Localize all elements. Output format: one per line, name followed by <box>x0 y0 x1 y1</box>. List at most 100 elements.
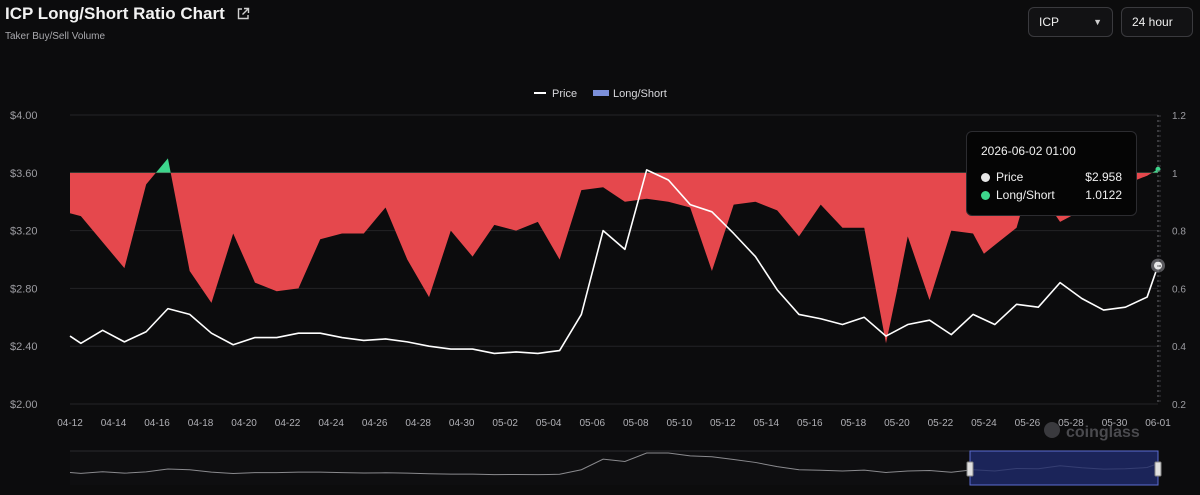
ratio-point <box>319 238 321 240</box>
ratio-point <box>363 233 365 235</box>
ratio-point <box>211 302 213 304</box>
price-point <box>972 314 974 316</box>
ratio-point <box>896 290 898 292</box>
price-point <box>232 344 234 346</box>
chart-legend: Price Long/Short <box>534 88 667 100</box>
ratio-point <box>515 230 517 232</box>
x-tick-label: 06-01 <box>1145 418 1171 429</box>
x-tick-label: 05-20 <box>884 418 910 429</box>
price-point <box>602 230 604 232</box>
x-tick-label: 05-22 <box>928 418 954 429</box>
navigator-handle-right[interactable] <box>1154 461 1162 477</box>
tooltip-price-label: Price <box>996 170 1024 184</box>
period-select-value: 24 hour <box>1132 15 1173 29</box>
price-point <box>885 335 887 337</box>
price-line <box>69 169 1159 355</box>
page-title: ICP Long/Short Ratio Chart <box>5 4 225 23</box>
chart-tooltip: 2026-06-02 01:00 Price $2.958 Long/Short… <box>966 131 1137 216</box>
price-point <box>1016 303 1018 305</box>
price-point <box>537 353 539 355</box>
x-tick-label: 04-18 <box>188 418 214 429</box>
price-point <box>1125 306 1127 308</box>
range-navigator <box>69 450 1162 486</box>
ratio-point <box>450 230 452 232</box>
price-point <box>406 341 408 343</box>
ratio-point <box>80 215 82 217</box>
x-tick-label: 05-04 <box>536 418 562 429</box>
ratio-point <box>940 264 942 266</box>
ratio-point <box>755 201 757 203</box>
price-point <box>581 314 583 316</box>
price-point <box>1146 296 1148 298</box>
price-point <box>211 332 213 334</box>
y-right-tick-label: 0.6 <box>1172 284 1186 295</box>
price-point <box>1059 282 1061 284</box>
period-select[interactable]: 24 hour <box>1121 7 1193 37</box>
ratio-point <box>994 244 996 246</box>
price-point <box>450 348 452 350</box>
price-point <box>668 179 670 181</box>
y-right-tick-label: 1 <box>1172 169 1178 180</box>
coin-select[interactable]: ICP ▼ <box>1028 7 1113 37</box>
ratio-point <box>863 227 865 229</box>
ratio-point <box>406 259 408 261</box>
x-tick-label: 04-30 <box>449 418 475 429</box>
price-point <box>363 340 365 342</box>
ratio-dot-icon <box>981 190 990 200</box>
ratio-point <box>581 189 583 191</box>
ratio-point <box>254 282 256 284</box>
legend-price-label: Price <box>552 88 577 100</box>
price-point <box>842 324 844 326</box>
long-short-legend-swatch <box>593 90 609 96</box>
ratio-point <box>842 227 844 229</box>
ratio-point <box>559 259 561 261</box>
ratio-point <box>145 184 147 186</box>
price-point <box>124 341 126 343</box>
price-point <box>1038 306 1040 308</box>
ratio-point <box>668 201 670 203</box>
price-point <box>994 324 996 326</box>
price-dot-icon <box>981 172 990 182</box>
y-right-tick-label: 1.2 <box>1172 111 1186 122</box>
price-point <box>711 211 713 213</box>
price-point <box>385 338 387 340</box>
price-point <box>341 337 343 339</box>
x-tick-label: 05-16 <box>797 418 823 429</box>
price-point <box>950 334 952 336</box>
x-tick-label: 04-14 <box>101 418 127 429</box>
chart-header: ICP Long/Short Ratio Chart Taker Buy/Sel… <box>5 4 251 42</box>
external-link-icon[interactable] <box>235 6 251 22</box>
price-point <box>929 319 931 321</box>
y-left-tick-label: $2.00 <box>10 399 38 411</box>
navigator-handle-left[interactable] <box>966 461 974 477</box>
price-point <box>820 318 822 320</box>
coin-select-value: ICP <box>1039 15 1060 29</box>
x-tick-label: 04-12 <box>57 418 83 429</box>
ratio-point <box>646 198 648 200</box>
price-point <box>319 332 321 334</box>
ratio-point <box>298 288 300 290</box>
y-left-tick-label: $2.80 <box>10 283 38 295</box>
ratio-point <box>232 233 234 235</box>
y-left-tick-label: $3.60 <box>10 168 38 180</box>
ratio-point <box>820 204 822 206</box>
ratio-point <box>689 207 691 209</box>
legend-long-short-label: Long/Short <box>613 88 667 100</box>
watermark: coinglass <box>1044 422 1140 441</box>
ratio-point <box>537 221 539 223</box>
tooltip-ratio-value: 1.0122 <box>1085 188 1122 202</box>
ratio-point <box>929 299 931 301</box>
ratio-point <box>69 212 71 214</box>
price-point <box>80 343 82 345</box>
chart-subtitle: Taker Buy/Sell Volume <box>5 31 106 42</box>
ratio-point <box>472 256 474 258</box>
ratio-point <box>276 290 278 292</box>
ratio-point <box>494 224 496 226</box>
ratio-area-layer <box>69 158 1158 344</box>
price-point <box>1081 298 1083 300</box>
ratio-point <box>711 270 713 272</box>
price-point <box>167 308 169 310</box>
y-left-tick-label: $2.40 <box>10 341 38 353</box>
ratio-point <box>124 267 126 269</box>
